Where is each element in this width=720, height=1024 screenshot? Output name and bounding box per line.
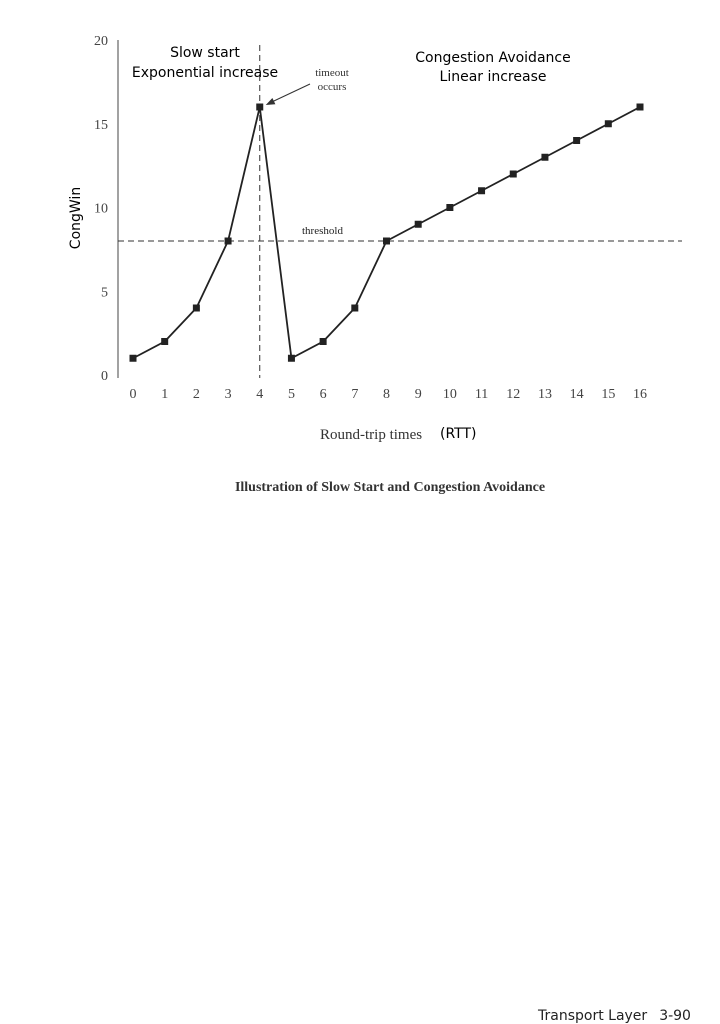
x-tick-label: 12 bbox=[506, 387, 520, 402]
y-tick-label: 15 bbox=[94, 118, 108, 133]
data-point bbox=[383, 237, 390, 245]
x-tick-label: 11 bbox=[475, 387, 488, 402]
x-tick-label: 3 bbox=[225, 387, 232, 402]
data-point bbox=[414, 220, 422, 228]
data-point bbox=[604, 120, 612, 128]
data-point bbox=[573, 137, 581, 144]
footer-label: Transport Layer bbox=[538, 1008, 648, 1024]
data-point bbox=[541, 153, 549, 161]
timeout-arrowhead bbox=[265, 97, 276, 105]
x-axis-unit: (RTT) bbox=[440, 426, 477, 442]
timeout-label-2: occurs bbox=[318, 81, 347, 93]
y-axis-label: CongWin bbox=[68, 187, 84, 249]
footer: Transport Layer 3-90 bbox=[0, 500, 720, 1024]
chart-title: Illustration of Slow Start and Congestio… bbox=[235, 480, 545, 495]
x-tick-labels: 0 1 2 3 4 5 6 7 8 9 10 11 12 13 14 15 16 bbox=[130, 387, 648, 402]
footer-text-group: Transport Layer 3-90 bbox=[538, 1008, 691, 1024]
series-cwnd bbox=[129, 103, 644, 362]
threshold-label: threshold bbox=[302, 225, 343, 237]
data-point bbox=[478, 187, 486, 195]
x-axis-label: Round-trip times bbox=[320, 427, 422, 443]
data-point bbox=[351, 304, 359, 312]
data-point bbox=[636, 103, 644, 111]
annotation-exponential: Exponential increase bbox=[132, 65, 278, 81]
data-point bbox=[129, 354, 137, 362]
x-tick-label: 15 bbox=[601, 387, 615, 402]
x-tick-label: 10 bbox=[443, 387, 457, 402]
x-tick-label: 4 bbox=[256, 387, 263, 402]
data-point bbox=[192, 304, 200, 312]
timeout-label: timeout bbox=[315, 67, 349, 79]
x-tick-label: 8 bbox=[383, 387, 390, 402]
data-point bbox=[287, 354, 295, 362]
x-tick-label: 16 bbox=[633, 387, 647, 402]
data-point bbox=[319, 338, 327, 345]
data-point bbox=[509, 170, 517, 178]
data-point bbox=[446, 204, 454, 211]
annotation-slow-start: Slow start bbox=[170, 45, 240, 61]
x-tick-label: 9 bbox=[415, 387, 422, 402]
annotation-linear-increase: Linear increase bbox=[440, 69, 547, 85]
data-point bbox=[256, 103, 264, 111]
x-tick-label: 14 bbox=[570, 387, 584, 402]
x-tick-label: 6 bbox=[320, 387, 327, 402]
y-tick-label: 20 bbox=[94, 34, 108, 49]
x-tick-label: 0 bbox=[130, 387, 137, 402]
y-tick-label: 0 bbox=[101, 369, 108, 384]
y-tick-labels: 0 5 10 15 20 bbox=[94, 34, 108, 384]
x-tick-label: 7 bbox=[351, 387, 358, 402]
y-tick-label: 10 bbox=[94, 202, 108, 217]
timeout-arrow bbox=[271, 83, 311, 103]
data-point bbox=[224, 237, 232, 245]
annotation-congestion-avoidance: Congestion Avoidance bbox=[415, 50, 570, 66]
data-point bbox=[161, 338, 169, 345]
x-tick-label: 1 bbox=[161, 387, 168, 402]
page-number: 3-90 bbox=[659, 1008, 691, 1024]
y-tick-label: 5 bbox=[101, 285, 108, 300]
x-tick-label: 5 bbox=[288, 387, 295, 402]
x-tick-label: 2 bbox=[193, 387, 200, 402]
x-tick-label: 13 bbox=[538, 387, 552, 402]
series-line bbox=[132, 106, 641, 360]
